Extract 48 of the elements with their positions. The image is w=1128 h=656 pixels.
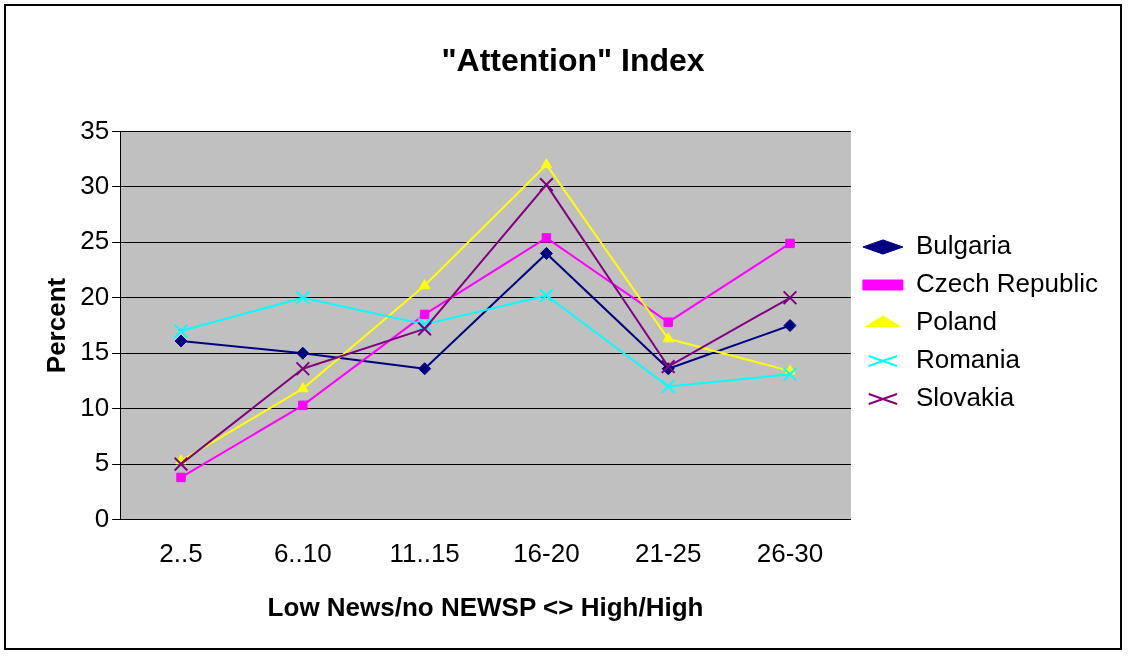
y-tick-label: 30 bbox=[80, 170, 110, 201]
y-tick-label: 10 bbox=[80, 391, 110, 422]
point bbox=[295, 361, 311, 377]
point bbox=[783, 319, 797, 332]
point bbox=[782, 366, 798, 382]
x-tick-label: 21-25 bbox=[634, 538, 702, 569]
legend-label: Slovakia bbox=[915, 382, 1015, 413]
chart-title: "Attention" Index bbox=[441, 42, 705, 79]
point bbox=[174, 334, 188, 348]
point bbox=[539, 246, 553, 260]
y-tick-label: 0 bbox=[94, 502, 110, 533]
y-tick-label: 35 bbox=[80, 114, 110, 145]
point bbox=[539, 177, 554, 192]
point bbox=[419, 309, 430, 320]
legend-label: Bulgaria bbox=[915, 230, 1012, 261]
point bbox=[417, 317, 432, 332]
point bbox=[296, 346, 310, 360]
legend-label: Czech Republic bbox=[915, 268, 1098, 299]
point bbox=[782, 290, 798, 306]
point bbox=[176, 472, 186, 483]
y-tick-label: 15 bbox=[80, 336, 110, 367]
y-tick-label: 25 bbox=[80, 225, 110, 256]
point bbox=[418, 279, 431, 290]
point bbox=[663, 317, 673, 327]
x-tick-label: 26-30 bbox=[756, 538, 824, 569]
point bbox=[660, 379, 676, 394]
point bbox=[418, 362, 432, 376]
x-axis-title: Low News/no NEWSP <> High/High bbox=[267, 591, 704, 622]
x-tick-label: 11..15 bbox=[389, 538, 460, 569]
point bbox=[417, 321, 432, 337]
point bbox=[541, 233, 552, 243]
x-tick-label: 2..5 bbox=[159, 538, 203, 569]
point bbox=[298, 400, 308, 411]
x-tick-label: 16-20 bbox=[513, 538, 580, 569]
y-axis-title: Percent bbox=[40, 277, 71, 374]
point bbox=[540, 158, 553, 169]
point bbox=[297, 382, 309, 393]
point bbox=[785, 238, 795, 249]
y-tick-label: 20 bbox=[80, 280, 110, 311]
point bbox=[295, 290, 311, 306]
x-tick-label: 6..10 bbox=[273, 538, 332, 569]
y-tick-label: 5 bbox=[94, 447, 110, 478]
point bbox=[539, 288, 554, 303]
point bbox=[662, 332, 674, 343]
legend-label: Romania bbox=[915, 344, 1021, 375]
point bbox=[173, 323, 189, 339]
legend-label: Poland bbox=[915, 306, 997, 337]
point bbox=[173, 456, 189, 472]
